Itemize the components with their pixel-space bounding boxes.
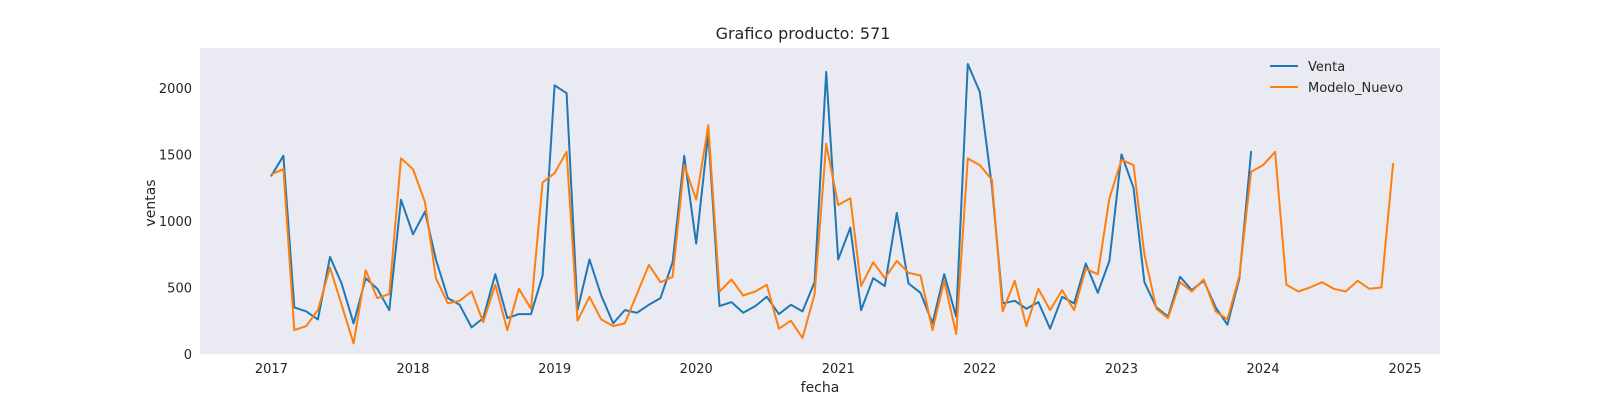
legend-label: Venta — [1308, 60, 1345, 75]
y-tick-label: 1000 — [159, 215, 192, 230]
legend-label: Modelo_Nuevo — [1308, 81, 1403, 96]
x-axis-ticks: 2017 2018 2019 2020 2021 2022 2023 2024 2025 — [255, 362, 1422, 377]
x-tick-label: 2021 — [822, 362, 855, 377]
x-tick-label: 2022 — [963, 362, 996, 377]
x-tick-label: 2020 — [680, 362, 713, 377]
legend: Venta Modelo_Nuevo — [1270, 60, 1403, 96]
y-tick-label: 0 — [184, 348, 192, 363]
x-tick-label: 2019 — [538, 362, 571, 377]
x-tick-label: 2023 — [1105, 362, 1138, 377]
y-axis-label: ventas — [143, 179, 159, 226]
y-tick-label: 2000 — [159, 82, 192, 97]
y-tick-label: 1500 — [159, 148, 192, 163]
series-line-venta — [270, 63, 1253, 330]
x-axis-label: fecha — [801, 380, 840, 396]
x-tick-label: 2018 — [396, 362, 429, 377]
x-tick-label: 2024 — [1247, 362, 1280, 377]
y-tick-label: 500 — [167, 281, 192, 296]
chart-title: Grafico producto: 571 — [716, 24, 891, 43]
x-tick-label: 2017 — [255, 362, 288, 377]
series-line-modelo-nuevo — [270, 124, 1395, 345]
series-lines — [270, 63, 1395, 345]
y-axis-ticks: 0 500 1000 1500 2000 — [159, 82, 192, 363]
x-tick-label: 2025 — [1389, 362, 1422, 377]
